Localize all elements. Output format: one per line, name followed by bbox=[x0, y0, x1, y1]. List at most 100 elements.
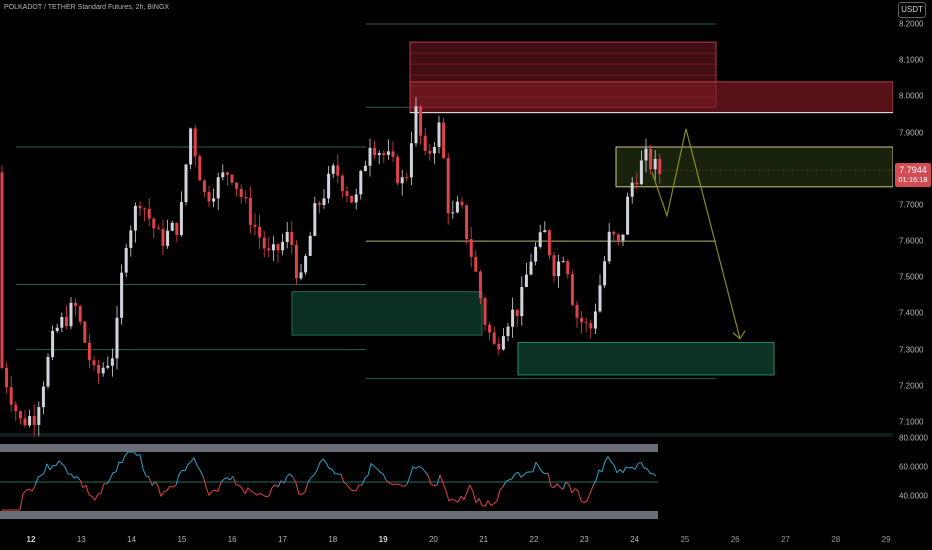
candle-body bbox=[524, 274, 528, 287]
oscillator-line bbox=[241, 488, 246, 495]
candle-body bbox=[83, 321, 87, 343]
candle-body bbox=[396, 156, 400, 184]
oscillator-line bbox=[64, 466, 69, 475]
price-tick-label: 7.4000 bbox=[899, 308, 924, 318]
projection-arrowhead bbox=[732, 330, 746, 340]
oscillator-line bbox=[487, 500, 492, 506]
oscillator-line bbox=[268, 487, 273, 497]
candle-body bbox=[5, 367, 9, 388]
oscillator-line bbox=[376, 468, 381, 473]
current-price-value: 7.7944 bbox=[899, 165, 927, 175]
date-tick-label: 19 bbox=[378, 535, 388, 544]
oscillator-line bbox=[319, 458, 324, 463]
candle-body bbox=[552, 255, 556, 277]
oscillator-line bbox=[214, 489, 219, 492]
candle-body bbox=[534, 246, 538, 262]
oscillator-line bbox=[169, 485, 174, 488]
oscillator-line bbox=[595, 469, 600, 481]
oscillator-line bbox=[277, 480, 282, 488]
oscillator-line bbox=[133, 451, 138, 456]
candle-body bbox=[327, 173, 331, 199]
candle-body bbox=[133, 205, 137, 231]
candle-body bbox=[230, 174, 234, 183]
candle-body bbox=[189, 128, 193, 165]
projection-path bbox=[651, 128, 741, 339]
oscillator-line bbox=[91, 496, 96, 501]
oscillator-line bbox=[295, 483, 300, 495]
oscillator-line bbox=[418, 465, 423, 469]
oscillator-line bbox=[136, 453, 141, 457]
oscillator-line bbox=[316, 462, 321, 471]
oscillator-line bbox=[400, 484, 405, 488]
oscillator-line bbox=[199, 469, 204, 477]
current-price-badge: 7.7944 01:16:18 bbox=[895, 163, 931, 187]
candle-body bbox=[336, 165, 340, 176]
candle-body bbox=[630, 182, 634, 197]
candle-body bbox=[350, 195, 354, 203]
candle-body bbox=[74, 302, 78, 307]
candle-body bbox=[580, 317, 584, 323]
candle-body bbox=[202, 180, 206, 193]
date-tick-label: 15 bbox=[177, 535, 187, 544]
candle-body bbox=[239, 188, 243, 198]
oscillator-line bbox=[562, 481, 567, 490]
oscillator-line bbox=[22, 490, 27, 495]
date-tick-label: 16 bbox=[227, 535, 237, 544]
oscillator-line bbox=[493, 500, 498, 504]
oscillator-line bbox=[574, 488, 579, 492]
oscillator-line bbox=[115, 462, 120, 473]
oscillator-line bbox=[154, 481, 159, 487]
candle-body bbox=[635, 182, 639, 185]
price-tick-label: 7.9000 bbox=[899, 128, 924, 138]
price-scale[interactable]: 8.20008.10008.00007.90007.80007.70007.60… bbox=[893, 0, 932, 527]
candle-body bbox=[557, 261, 561, 277]
currency-button[interactable]: USDT bbox=[898, 2, 926, 18]
chart-canvas[interactable] bbox=[0, 0, 893, 527]
oscillator-line bbox=[550, 485, 555, 489]
oscillator-line bbox=[175, 474, 180, 486]
candle-body bbox=[225, 172, 229, 175]
oscillator-line bbox=[31, 485, 36, 492]
oscillator-line bbox=[382, 473, 387, 481]
candle-body bbox=[9, 387, 13, 405]
oscillator-line bbox=[118, 461, 123, 464]
oscillator-line bbox=[634, 463, 639, 470]
candle-body bbox=[584, 322, 588, 324]
oscillator-line bbox=[253, 492, 258, 496]
oscillator-line bbox=[445, 490, 450, 502]
oscillator-line bbox=[514, 471, 519, 475]
oscillator-line bbox=[631, 466, 636, 470]
price-chart[interactable] bbox=[0, 0, 893, 527]
candle-body bbox=[469, 239, 473, 257]
candle-body bbox=[538, 232, 542, 247]
candle-body bbox=[55, 327, 59, 331]
oscillator-line bbox=[559, 486, 564, 490]
candle-body bbox=[478, 271, 482, 299]
oscillator-line bbox=[196, 465, 201, 471]
oscillator-line bbox=[340, 474, 345, 483]
candle-body bbox=[566, 261, 570, 275]
oscillator-line bbox=[451, 498, 456, 501]
oscillator-line bbox=[220, 478, 225, 483]
oscillator-line bbox=[349, 488, 354, 492]
oscillator-line bbox=[202, 475, 207, 487]
candle-body bbox=[317, 203, 321, 205]
candle-body bbox=[501, 336, 505, 350]
date-tick-label: 20 bbox=[428, 535, 438, 544]
oscillator-line bbox=[397, 483, 402, 486]
oscillator-line bbox=[640, 462, 645, 469]
candle-body bbox=[607, 231, 611, 262]
oscillator-line bbox=[223, 477, 228, 480]
oscillator-line bbox=[460, 495, 465, 501]
candle-body bbox=[207, 192, 211, 202]
oscillator-line bbox=[82, 484, 87, 489]
time-axis[interactable]: 12 13 14 15 16 17 18 19 20 21 22 23 24 25 26 27 28 29 bbox=[0, 527, 893, 550]
oscillator-line bbox=[325, 462, 330, 469]
candle-body bbox=[570, 274, 574, 305]
oscillator-line bbox=[505, 479, 510, 482]
oscillator-line bbox=[481, 505, 486, 507]
candle-body bbox=[474, 256, 478, 272]
oscillator-line bbox=[190, 457, 195, 462]
oscillator-line bbox=[247, 487, 252, 492]
oscillator-line bbox=[79, 479, 84, 488]
